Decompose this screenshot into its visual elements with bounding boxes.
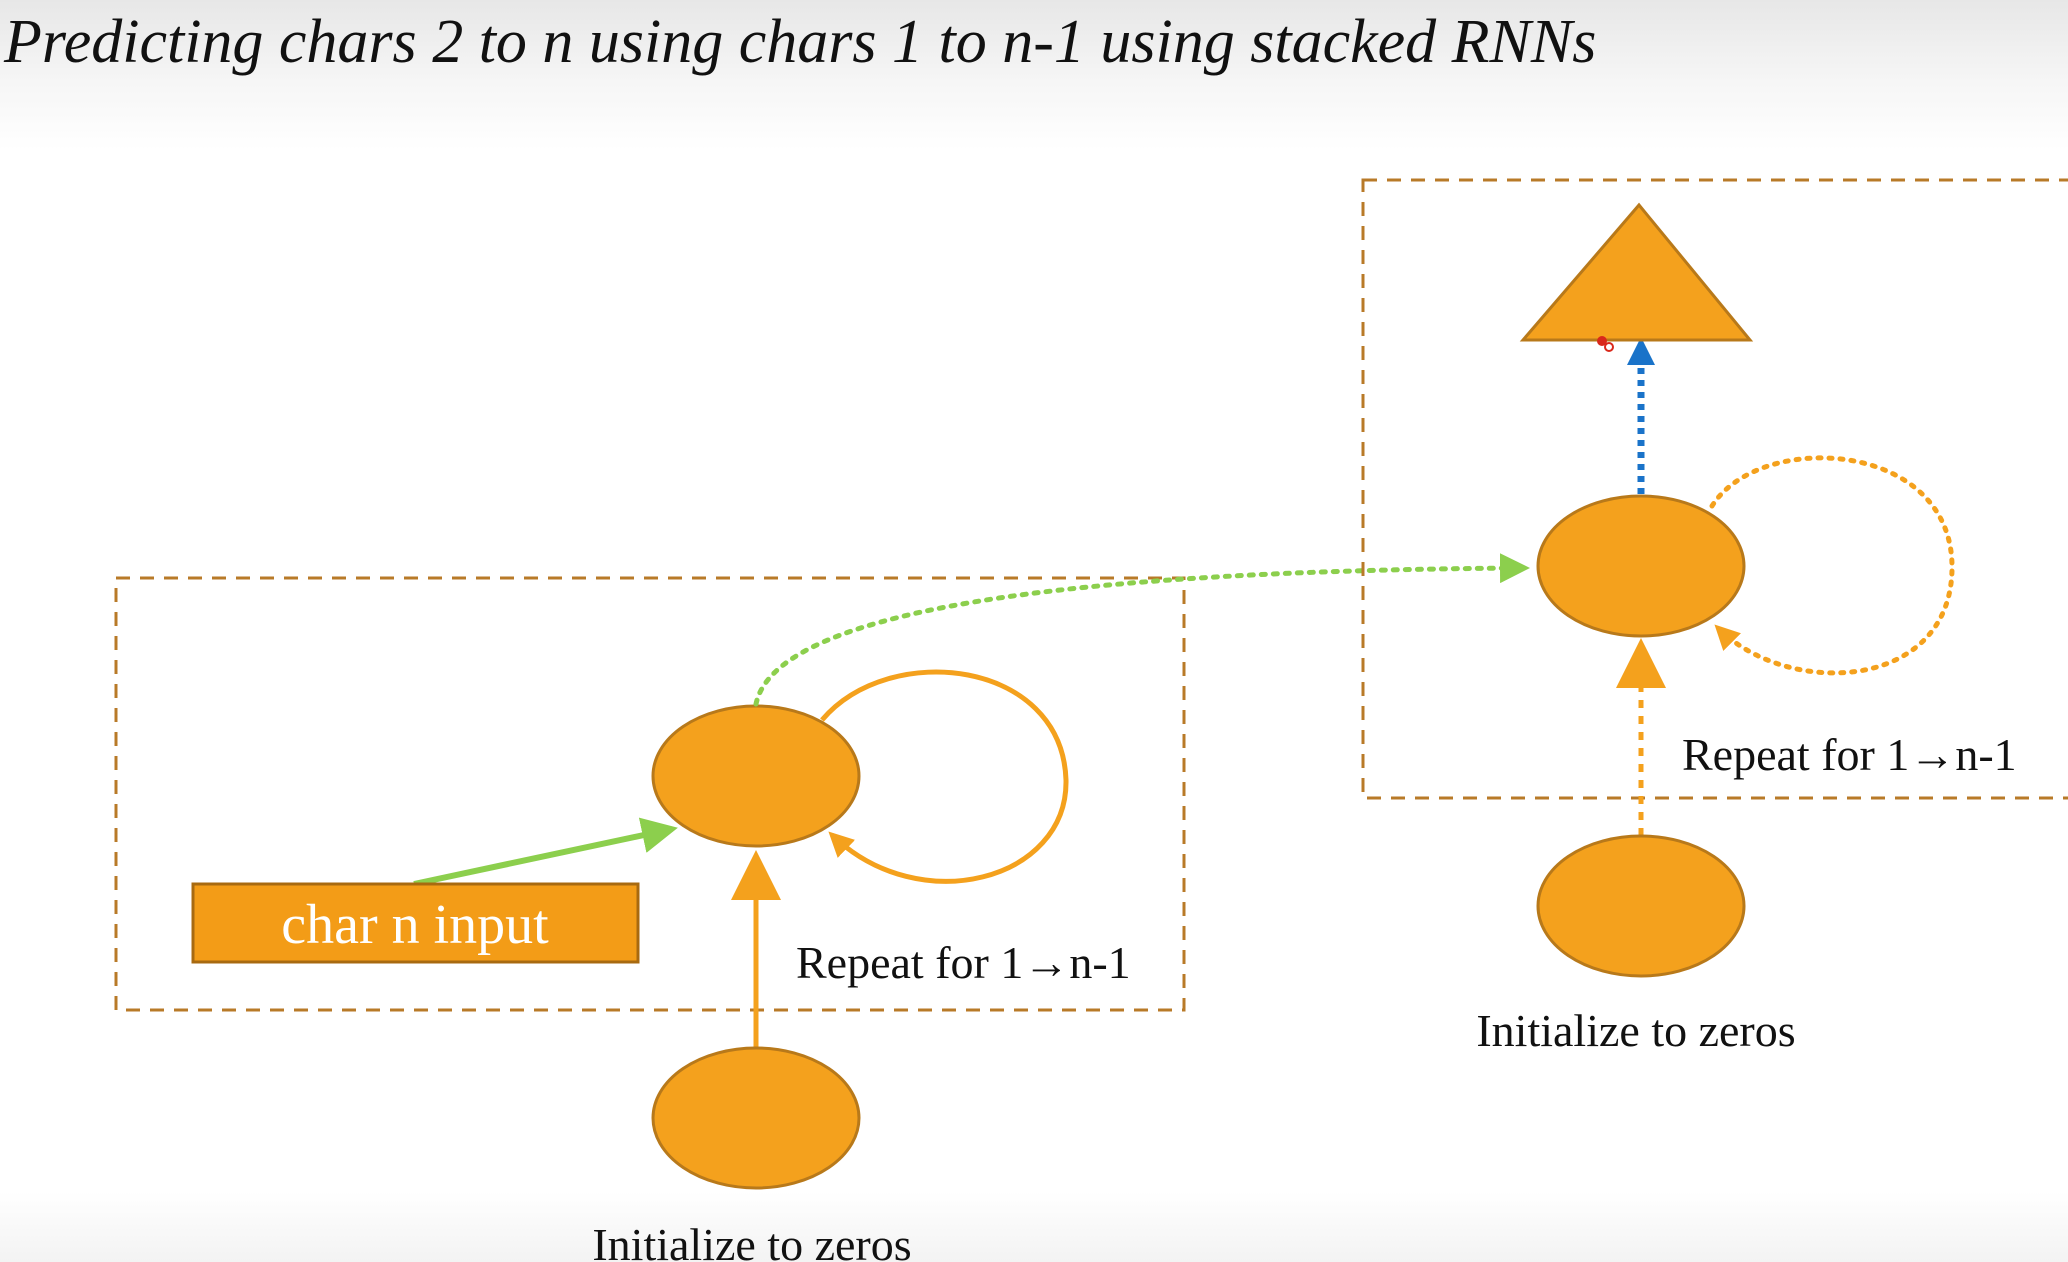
layer-1-init-node xyxy=(651,1046,861,1190)
layer-1-hidden-node xyxy=(651,704,861,848)
layer-1-recurrence-arrow xyxy=(820,669,1069,884)
output-triangle xyxy=(1519,202,1754,342)
layer-2-init-node xyxy=(1536,834,1746,978)
layer-2-hidden-node xyxy=(1536,494,1746,638)
title-band xyxy=(0,0,2068,150)
layer-2-init-label: Initialize to zeros xyxy=(1476,1005,1795,1056)
layer-1-init-label: Initialize to zeros xyxy=(592,1219,911,1262)
bottom-band xyxy=(0,1192,2068,1262)
layer-2-group: Repeat for 1→n-1 Initialize to zeros xyxy=(1361,178,2068,1056)
layer-1-group: char n input Repeat for 1→n-1 Initialize… xyxy=(114,576,1186,1262)
cursor-icon xyxy=(1597,336,1614,352)
char-input-label: char n input xyxy=(281,894,549,956)
slide-title: Predicting chars 2 to n using chars 1 to… xyxy=(4,8,1597,76)
input-arrow xyxy=(413,817,678,887)
layer-link-arrow xyxy=(753,553,1530,707)
layer-1-repeat-box xyxy=(114,576,1186,1012)
layer-2-recurrence-arrow xyxy=(1709,455,1955,676)
layer-2-repeat-label: Repeat for 1→n-1 xyxy=(1682,729,2017,780)
char-input-box xyxy=(191,882,640,964)
layer-2-repeat-box xyxy=(1361,178,2068,800)
layer-1-repeat-label: Repeat for 1→n-1 xyxy=(796,937,1131,988)
